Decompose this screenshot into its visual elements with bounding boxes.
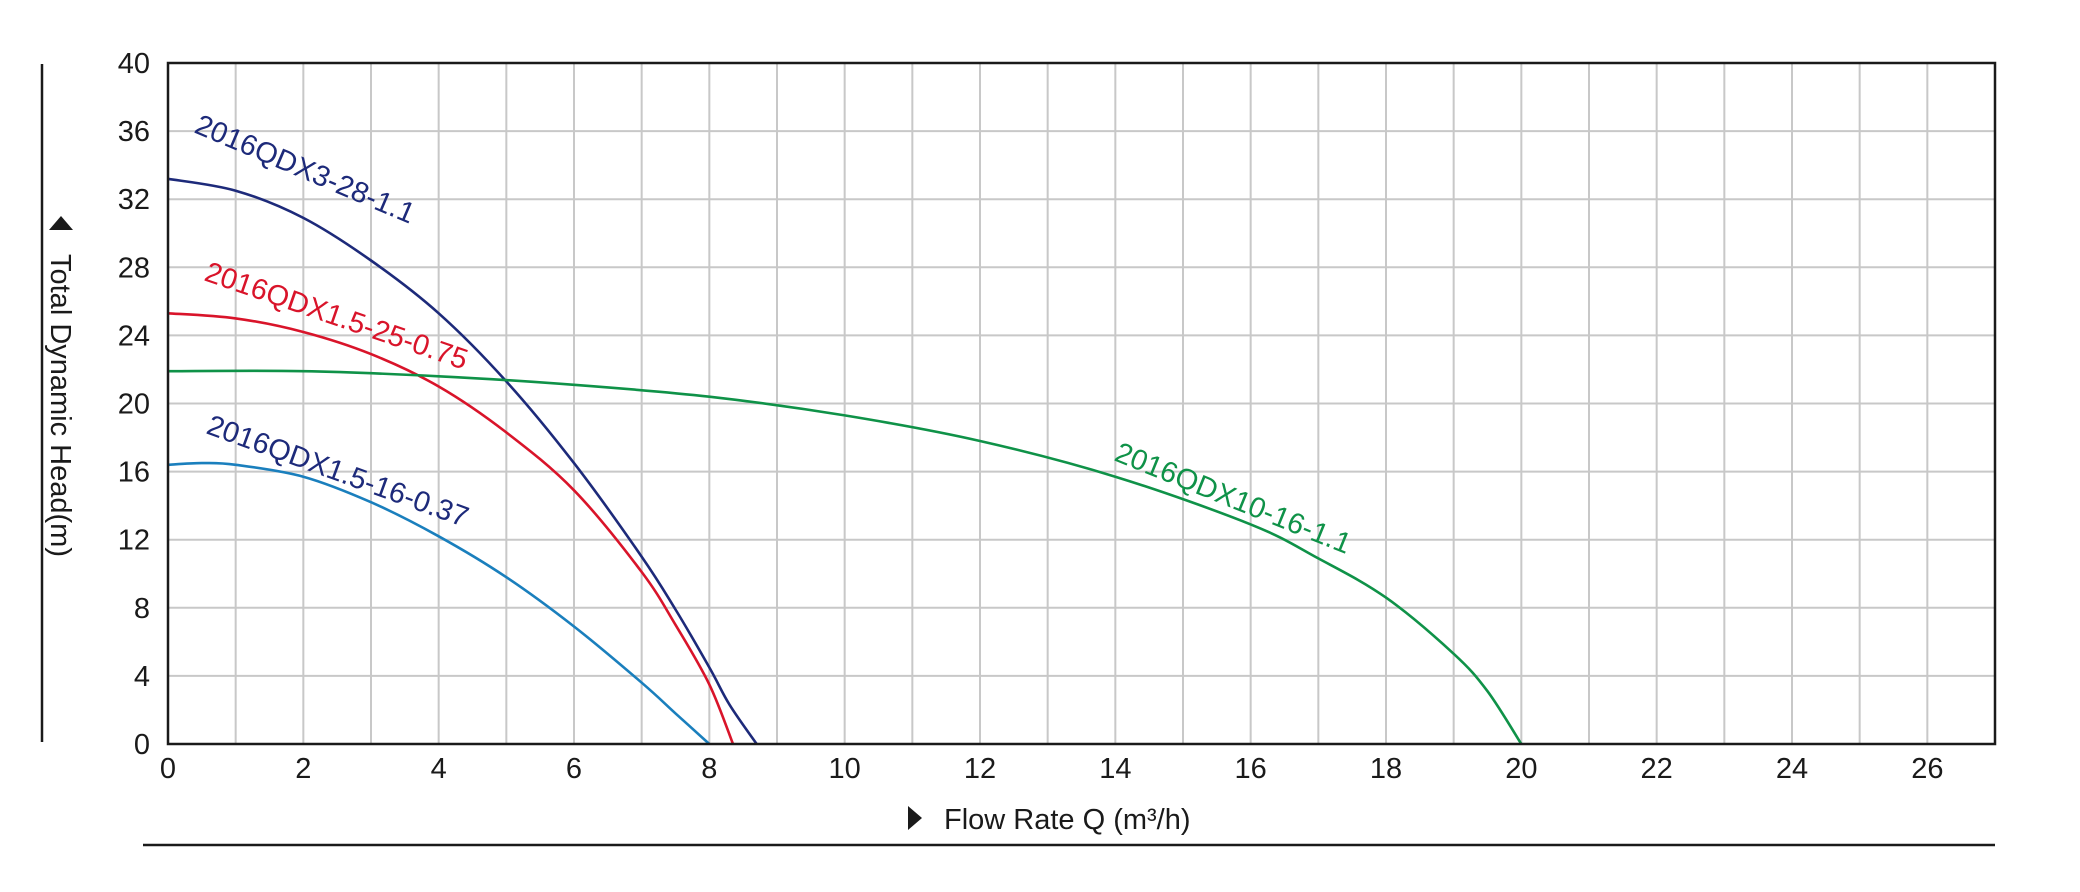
y-tick-label: 40 — [118, 48, 150, 80]
x-tick-label: 20 — [1505, 753, 1537, 785]
y-tick-label: 36 — [118, 116, 150, 148]
y-tick-label: 16 — [118, 457, 150, 489]
x-tick-label: 18 — [1370, 753, 1402, 785]
x-tick-label: 22 — [1641, 753, 1673, 785]
axis-decorations: Flow Rate Q (m³/h) Total Dynamic Head(m) — [40, 64, 1995, 847]
x-tick-label: 26 — [1911, 753, 1943, 785]
y-tick-label: 28 — [118, 252, 150, 284]
y-tick-label: 20 — [118, 389, 150, 421]
y-tick-label: 8 — [134, 593, 150, 625]
x-tick-label: 0 — [160, 753, 176, 785]
series-line-3 — [167, 461, 711, 745]
curve-label-qdx3-28: 2016QDX3-28-1.1 — [190, 109, 419, 230]
plot-frame — [166, 61, 1997, 746]
x-tick-label: 4 — [431, 753, 447, 785]
x-tick-label: 14 — [1099, 753, 1131, 785]
x-axis-arrow-icon — [908, 806, 922, 830]
x-axis-title: Flow Rate Q (m³/h) — [944, 804, 1191, 836]
series-lines — [167, 177, 1523, 745]
y-tick-label: 32 — [118, 184, 150, 216]
curve-label-qdx1-5-25: 2016QDX1.5-25-0.75 — [201, 256, 472, 376]
series-line-0 — [167, 177, 758, 745]
tick-labels: 0 2 4 6 8 10 12 14 16 18 20 22 24 2604812162024283236… — [118, 48, 1944, 785]
series-line-1 — [167, 312, 735, 745]
y-axis-title: Total Dynamic Head(m) — [44, 254, 76, 557]
y-axis-arrow-icon — [49, 216, 73, 230]
x-tick-label: 16 — [1235, 753, 1267, 785]
x-tick-label: 8 — [701, 753, 717, 785]
x-tick-label: 12 — [964, 753, 996, 785]
x-tick-label: 2 — [295, 753, 311, 785]
grid — [168, 63, 1995, 744]
x-tick-label: 24 — [1776, 753, 1808, 785]
y-tick-label: 24 — [118, 320, 150, 352]
x-tick-label: 10 — [829, 753, 861, 785]
y-tick-label: 12 — [118, 525, 150, 557]
series-line-2 — [167, 369, 1523, 745]
y-tick-label: 0 — [134, 729, 150, 761]
x-tick-label: 6 — [566, 753, 582, 785]
y-tick-label: 4 — [134, 661, 150, 693]
